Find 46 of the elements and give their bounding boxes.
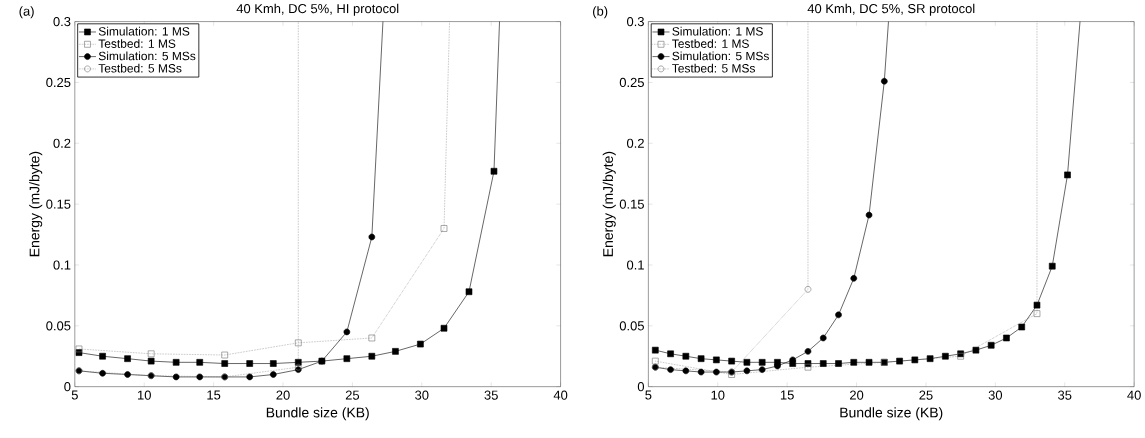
x-tick-label: 40	[553, 390, 568, 400]
legend-label: Testbed: 5 MSs	[98, 63, 182, 73]
x-tick-label: 5	[71, 390, 78, 400]
x-tick-label: 5	[645, 390, 652, 400]
y-tick-label: 0.25	[619, 78, 644, 88]
y-axis-title: Energy (mJ/byte)	[29, 152, 43, 257]
y-tick-label: 0.3	[53, 17, 71, 27]
x-tick-label: 35	[1058, 390, 1072, 400]
y-tick-label: 0.15	[46, 199, 71, 209]
legend-label: Simulation: 5 MSs	[672, 51, 769, 61]
x-tick-label: 35	[484, 390, 498, 400]
x-tick-label: 30	[988, 390, 1003, 400]
x-tick-label: 10	[138, 390, 151, 400]
legend-label: Testbed: 1 MS	[672, 39, 749, 49]
x-tick-label: 40	[1127, 390, 1141, 400]
y-tick-label: 0	[64, 382, 71, 392]
x-tick-label: 20	[850, 390, 864, 400]
x-tick-label: 30	[415, 390, 429, 400]
y-tick-label: 0.25	[46, 78, 71, 88]
y-tick-label: 0.2	[626, 138, 644, 149]
y-tick-label: 0.1	[53, 260, 71, 270]
y-axis-title: Energy (mJ/byte)	[602, 152, 616, 257]
legend-label: Testbed: 5 MSs	[672, 63, 755, 73]
x-tick-label: 25	[345, 390, 360, 400]
x-tick-label: 15	[207, 390, 221, 400]
legend-label: Simulation: 1 MS	[98, 27, 190, 36]
x-tick-label: 15	[780, 390, 794, 400]
x-tick-label: 20	[276, 390, 290, 400]
x-axis-title: Bundle size (KB)	[266, 407, 369, 421]
x-axis-title: Bundle size (KB)	[840, 407, 943, 421]
legend-label: Simulation: 5 MSs	[98, 51, 196, 61]
chart-title: 40 Kmh, DC 5%, SR protocol	[807, 3, 975, 16]
y-tick-label: 0.05	[619, 321, 644, 331]
x-tick-label: 25	[919, 390, 933, 400]
legend-label: Simulation: 1 MS	[672, 27, 763, 36]
y-tick-label: 0.05	[46, 321, 71, 331]
text: (b)	[593, 6, 608, 19]
legend-label: Testbed: 1 MS	[98, 39, 176, 49]
chart-title: 40 Kmh, DC 5%, HI protocol	[236, 3, 399, 16]
y-tick-label: 0.15	[619, 199, 644, 209]
y-tick-label: 0.3	[626, 17, 644, 27]
y-tick-label: 0.2	[53, 138, 71, 149]
y-tick-label: 0.1	[626, 260, 644, 270]
y-tick-label: 0	[637, 382, 645, 392]
text: (a)	[19, 6, 34, 19]
x-tick-label: 10	[711, 390, 725, 400]
